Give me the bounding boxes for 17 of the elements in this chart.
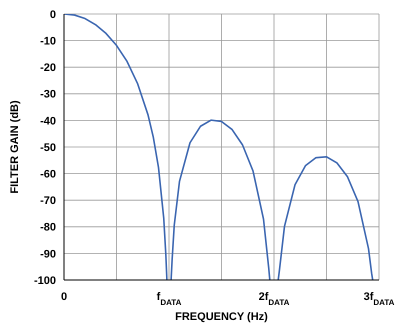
y-tick-label: -100 bbox=[34, 274, 56, 287]
y-axis-title: FILTER GAIN (dB) bbox=[8, 100, 21, 194]
y-tick-label: -10 bbox=[40, 36, 56, 48]
x-tick-label: f$_{DATA}$ bbox=[156, 291, 182, 306]
x-tick-label: 0 bbox=[60, 291, 68, 303]
y-tick-label: -70 bbox=[40, 195, 56, 208]
y-tick-label: -30 bbox=[40, 88, 56, 101]
y-tick-label: -80 bbox=[40, 222, 56, 234]
x-tick-label: 2f$_{DATA}$ bbox=[258, 291, 290, 306]
y-tick-label: -60 bbox=[40, 168, 56, 181]
y-tick-label: 0 bbox=[50, 8, 56, 21]
y-tick-label: -20 bbox=[40, 62, 56, 74]
x-axis-title: FREQUENCY (Hz) bbox=[175, 311, 268, 323]
x-tick-label: 3f$_{DATA}$ bbox=[364, 291, 395, 306]
y-tick-label: -50 bbox=[40, 142, 56, 154]
y-tick-label: -90 bbox=[40, 248, 56, 260]
y-tick-label: -40 bbox=[40, 115, 56, 128]
